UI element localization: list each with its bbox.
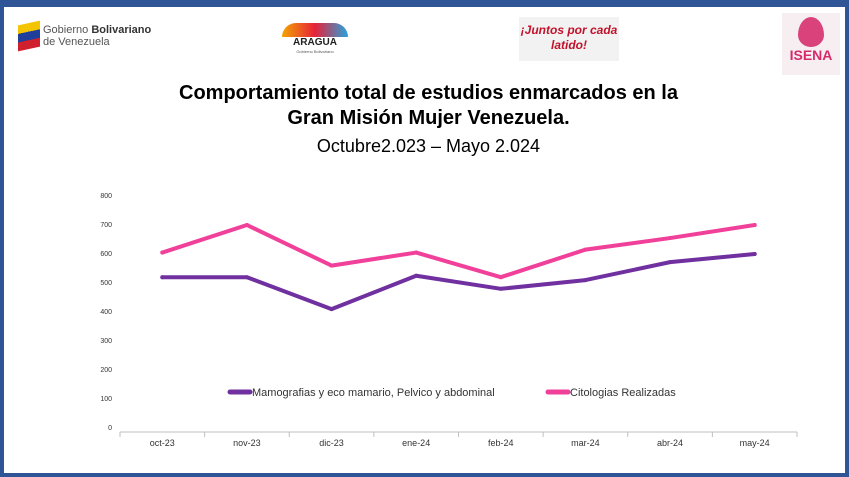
aragua-logo: ARAGUA Gobierno Bolivariano [282,23,348,54]
y-tick-label: 0 [108,425,112,432]
x-tick-label: mar-24 [571,438,600,448]
x-tick-label: oct-23 [150,438,175,448]
y-tick-label: 700 [100,222,112,229]
gobierno-bolivariano-logo: Gobierno Bolivariano de Venezuela [18,20,152,52]
y-axis: 0 100 200 300 400 500 600 700 800 [100,193,112,432]
y-tick-label: 400 [100,309,112,316]
x-tick-label: may-24 [740,438,770,448]
x-tick-label: nov-23 [233,438,261,448]
y-tick-label: 300 [100,338,112,345]
isena-logo: ISENA [782,13,840,75]
y-tick-label: 600 [100,251,112,258]
x-tick-label: dic-23 [319,438,344,448]
logo-text-2: de Venezuela [43,36,110,48]
data-point [329,263,334,268]
y-tick-label: 800 [100,193,112,200]
title-line-2: Gran Misión Mujer Venezuela. [287,107,570,129]
data-point [160,275,165,280]
logo-text-bold: Bolivariano [91,24,152,36]
isena-drop-icon [798,17,824,47]
juntos-logo: ¡Juntos por cada latido! [519,17,619,61]
data-point [668,236,673,241]
data-point [752,252,757,256]
title-line-1: Comportamiento total de estudios enmarca… [179,82,678,104]
series-line-1 [160,223,757,280]
aragua-name: ARAGUA [293,37,337,48]
y-tick-label: 200 [100,367,112,374]
data-point [329,307,334,312]
data-point [414,273,419,278]
y-tick-label: 500 [100,280,112,287]
data-point [752,223,757,227]
data-point [498,286,503,291]
series-line-0 [160,252,757,312]
series-lines [160,223,757,312]
logo-text: Gobierno [43,24,92,36]
x-axis: oct-23 nov-23 dic-23 ene-24 feb-24 mar-24 abr-… [119,431,798,448]
legend-label-0: Mamografias y eco mamario, Pelvico y abd… [252,387,495,399]
subtitle: Octubre2.023 – Mayo 2.024 [316,136,541,156]
y-tick-label: 100 [100,396,112,403]
data-point [668,260,673,265]
x-tick-label: ene-24 [402,438,430,448]
aragua-sub: Gobierno Bolivariano [296,49,334,54]
data-point [160,250,165,255]
data-point [244,223,249,227]
x-tick-label: abr-24 [657,438,683,448]
data-point [498,275,503,280]
data-point [583,247,588,252]
data-point [583,278,588,283]
aragua-arc-icon [282,23,348,37]
x-tick-label: feb-24 [488,438,514,448]
legend: Mamografias y eco mamario, Pelvico y abd… [227,387,676,399]
data-point [414,250,419,255]
data-point [244,275,249,280]
isena-name: ISENA [789,47,833,63]
legend-label-1: Citologias Realizadas [570,387,676,399]
